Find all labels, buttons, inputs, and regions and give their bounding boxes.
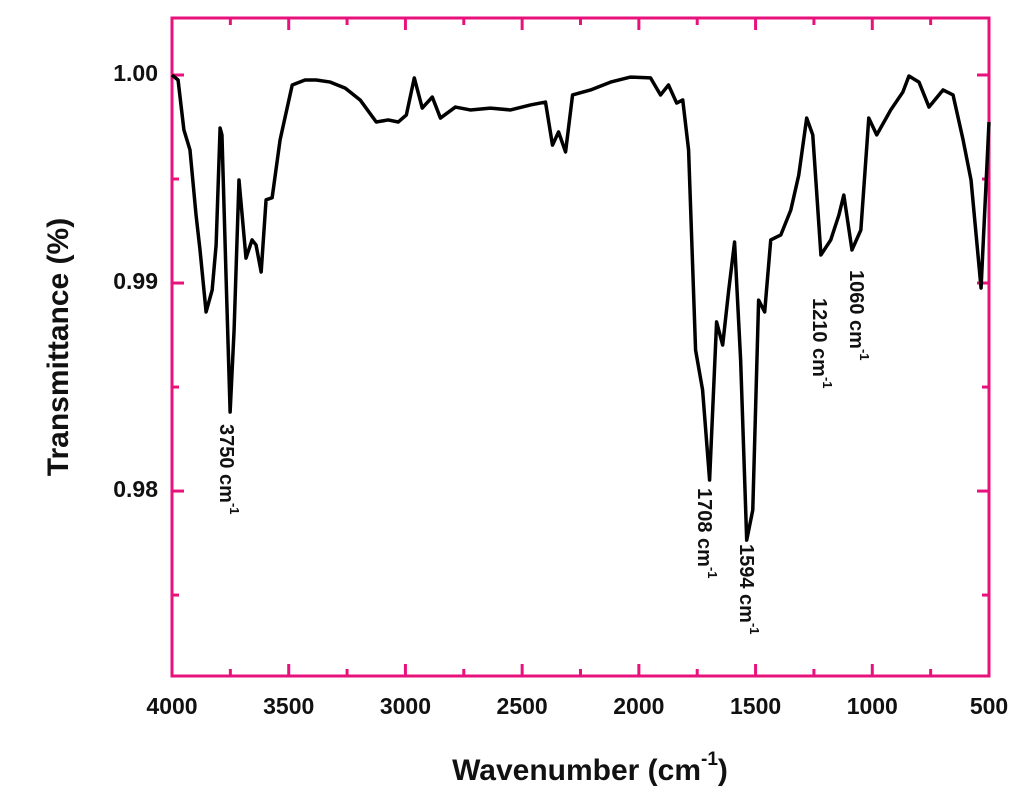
x-tick-label: 500 (970, 693, 1008, 719)
peak-annotation: 1594 cm-1 (735, 544, 762, 635)
y-tick-label: 1.00 (113, 60, 158, 86)
y-tick-label: 0.99 (113, 268, 158, 294)
peak-annotation-sup: -1 (857, 349, 872, 361)
x-tick-label: 2000 (613, 693, 664, 719)
y-axis-title: Transmittance (%) (42, 218, 75, 476)
x-axis-title-end: ) (718, 754, 728, 787)
peak-annotation-text: 1060 cm (845, 270, 867, 349)
peak-annotation: 1060 cm-1 (845, 270, 872, 361)
x-axis-title-sup: -1 (701, 749, 718, 770)
x-tick-label: 1000 (847, 693, 898, 719)
x-axis-title-text: Wavenumber (cm (452, 754, 701, 787)
x-tick-label: 2500 (497, 693, 548, 719)
peak-annotation-text: 1594 cm (735, 544, 757, 623)
x-tick-label: 3500 (263, 693, 314, 719)
peak-annotation-text: 3750 cm (215, 424, 237, 503)
peak-annotation-sup: -1 (820, 377, 835, 389)
peak-annotation: 1708 cm-1 (693, 488, 720, 579)
y-tick-label: 0.98 (113, 476, 158, 502)
x-tick-label: 3000 (380, 693, 431, 719)
x-tick-label: 4000 (146, 693, 197, 719)
peak-annotation: 1210 cm-1 (808, 298, 835, 389)
x-tick-label: 1500 (730, 693, 781, 719)
x-axis-title: Wavenumber (cm-1) (452, 749, 728, 787)
peak-annotation: 3750 cm-1 (215, 424, 242, 515)
peak-annotation-sup: -1 (705, 567, 720, 579)
peak-annotation-text: 1708 cm (693, 488, 715, 567)
spectrum-line (170, 73, 991, 542)
peak-annotation-sup: -1 (747, 623, 762, 635)
peak-annotation-text: 1210 cm (808, 298, 830, 377)
peak-annotation-sup: -1 (227, 503, 242, 515)
